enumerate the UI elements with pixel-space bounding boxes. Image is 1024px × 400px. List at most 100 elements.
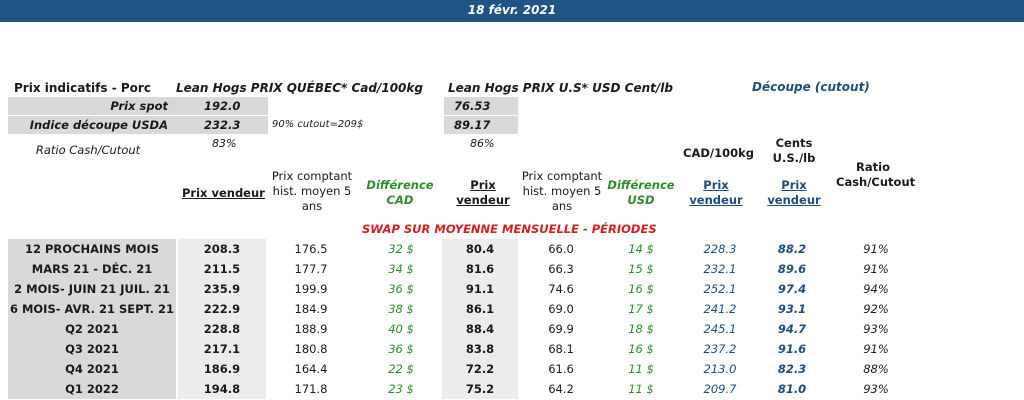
spot-label: Prix spot xyxy=(110,99,168,113)
row-label: Q3 2021 xyxy=(8,339,176,359)
cell-diff-cad: 23 $ xyxy=(388,382,414,396)
cell-prix-vendeur: 217.1 xyxy=(203,342,241,356)
indice-quebec: 232.3 xyxy=(204,118,241,132)
cell-prix-comptant: 171.8 xyxy=(294,382,328,396)
header-ratio: Ratio Cash/Cutout xyxy=(836,160,916,189)
row-label: 12 PROCHAINS MOIS xyxy=(8,239,176,259)
header-cents-us-lb: Cents U.S./lb xyxy=(772,136,816,165)
cell-prix-vendeur: 235.9 xyxy=(203,282,241,296)
cell-cad-100kg: 237.2 xyxy=(703,342,737,356)
cell-prix-comptant: 199.9 xyxy=(294,282,328,296)
row-label: Q1 2022 xyxy=(8,379,176,399)
cell-prix-vendeur-us: 88.4 xyxy=(465,322,495,336)
cell-diff-usd: 15 $ xyxy=(628,262,654,276)
cell-prix-comptant-us: 69.0 xyxy=(548,302,574,316)
cell-cad-100kg: 232.1 xyxy=(703,262,737,276)
indice-label: Indice découpe USDA xyxy=(29,118,168,132)
col-bg-prix-vendeur-us xyxy=(442,239,518,399)
cell-prix-comptant-us: 69.9 xyxy=(548,322,574,336)
row-label: Q4 2021 xyxy=(8,359,176,379)
cell-ratio: 91% xyxy=(863,242,889,256)
cell-diff-usd: 16 $ xyxy=(628,342,654,356)
cell-prix-comptant: 180.8 xyxy=(294,342,328,356)
swap-title: SWAP SUR MOYENNE MENSUELLE - PÉRIODES xyxy=(362,222,657,236)
cell-diff-cad: 22 $ xyxy=(388,362,414,376)
cell-prix-vendeur: 211.5 xyxy=(203,262,241,276)
cell-cad-100kg: 245.1 xyxy=(703,322,737,336)
cell-diff-usd: 11 $ xyxy=(628,382,654,396)
cell-cad-100kg: 209.7 xyxy=(703,382,737,396)
header-prix-vendeur: Prix vendeur xyxy=(182,186,265,200)
cell-prix-vendeur-us: 81.6 xyxy=(465,262,495,276)
ratio-us: 86% xyxy=(470,137,495,150)
cell-diff-cad: 36 $ xyxy=(388,342,414,356)
cell-cents-us-lb: 89.6 xyxy=(777,262,807,276)
cell-cents-us-lb: 81.0 xyxy=(777,382,807,396)
title-cutout: Découpe (cutout) xyxy=(752,80,870,94)
cell-prix-comptant: 184.9 xyxy=(294,302,328,316)
header-prix-vendeur-us: Prix vendeur xyxy=(456,178,510,207)
cell-prix-comptant: 164.4 xyxy=(294,362,328,376)
cell-diff-usd: 11 $ xyxy=(628,362,654,376)
cell-cad-100kg: 228.3 xyxy=(703,242,737,256)
header-prix-vendeur-cents-cut: Prix vendeur xyxy=(767,178,821,207)
indice-us-bg: 89.17 xyxy=(444,116,518,134)
cell-prix-comptant-us: 74.6 xyxy=(548,282,574,296)
header-diff-cad: Différence CAD xyxy=(366,178,434,207)
cell-diff-cad: 40 $ xyxy=(388,322,414,336)
cell-prix-comptant: 188.9 xyxy=(294,322,328,336)
indice-row-bg: Indice découpe USDA 232.3 xyxy=(8,116,268,134)
cell-cad-100kg: 241.2 xyxy=(703,302,737,316)
cell-prix-vendeur: 222.9 xyxy=(203,302,241,316)
spot-row-bg: Prix spot 192.0 xyxy=(8,97,268,115)
spot-us: 76.53 xyxy=(454,99,491,113)
cell-ratio: 88% xyxy=(863,362,889,376)
cell-prix-comptant: 176.5 xyxy=(294,242,328,256)
cell-cad-100kg: 213.0 xyxy=(703,362,737,376)
ratio-quebec: 83% xyxy=(212,137,237,150)
ratio-label: Ratio Cash/Cutout xyxy=(35,143,141,157)
cell-ratio: 91% xyxy=(863,262,889,276)
cell-prix-vendeur-us: 72.2 xyxy=(465,362,495,376)
row-label: 2 MOIS- JUIN 21 JUIL. 21 xyxy=(8,279,176,299)
header-diff-usd: Différence USD xyxy=(607,178,675,207)
cell-prix-vendeur: 228.8 xyxy=(203,322,241,336)
cell-cents-us-lb: 91.6 xyxy=(777,342,807,356)
title-quebec: Lean Hogs PRIX QUÉBEC* Cad/100kg xyxy=(176,81,423,95)
cell-diff-usd: 14 $ xyxy=(628,242,654,256)
cell-prix-comptant-us: 66.3 xyxy=(548,262,574,276)
cell-cents-us-lb: 97.4 xyxy=(777,282,807,296)
cell-cad-100kg: 252.1 xyxy=(703,282,737,296)
cell-ratio: 93% xyxy=(863,382,889,396)
cell-ratio: 92% xyxy=(863,302,889,316)
cell-prix-comptant-us: 68.1 xyxy=(548,342,574,356)
cutout-note: 90% cutout=209$ xyxy=(272,119,364,130)
header-banner xyxy=(0,0,1024,22)
cell-prix-comptant-us: 61.6 xyxy=(548,362,574,376)
spot-us-bg: 76.53 xyxy=(444,97,518,115)
cell-diff-cad: 36 $ xyxy=(388,282,414,296)
cell-prix-comptant-us: 66.0 xyxy=(548,242,574,256)
cell-prix-comptant-us: 64.2 xyxy=(548,382,574,396)
cell-diff-usd: 18 $ xyxy=(628,322,654,336)
header-prix-vendeur-cad-cut: Prix vendeur xyxy=(689,178,743,207)
cell-diff-usd: 16 $ xyxy=(628,282,654,296)
cell-ratio: 93% xyxy=(863,322,889,336)
cell-prix-comptant: 177.7 xyxy=(294,262,328,276)
cell-ratio: 91% xyxy=(863,342,889,356)
cell-cents-us-lb: 94.7 xyxy=(777,322,807,336)
cell-prix-vendeur-us: 91.1 xyxy=(465,282,495,296)
cell-prix-vendeur: 194.8 xyxy=(203,382,241,396)
row-label: MARS 21 - DÉC. 21 xyxy=(8,259,176,279)
cell-diff-cad: 32 $ xyxy=(388,242,414,256)
col-bg-prix-vendeur xyxy=(178,239,266,399)
title-prix-indicatifs: Prix indicatifs - Porc xyxy=(14,81,151,95)
row-label: 6 MOIS- AVR. 21 SEPT. 21 xyxy=(8,299,176,319)
cell-prix-vendeur-us: 86.1 xyxy=(465,302,495,316)
cell-diff-cad: 34 $ xyxy=(388,262,414,276)
cell-prix-vendeur-us: 83.8 xyxy=(465,342,495,356)
cell-diff-usd: 17 $ xyxy=(628,302,654,316)
cell-ratio: 94% xyxy=(863,282,889,296)
cell-prix-vendeur-us: 80.4 xyxy=(465,242,495,256)
cell-cents-us-lb: 88.2 xyxy=(777,242,807,256)
